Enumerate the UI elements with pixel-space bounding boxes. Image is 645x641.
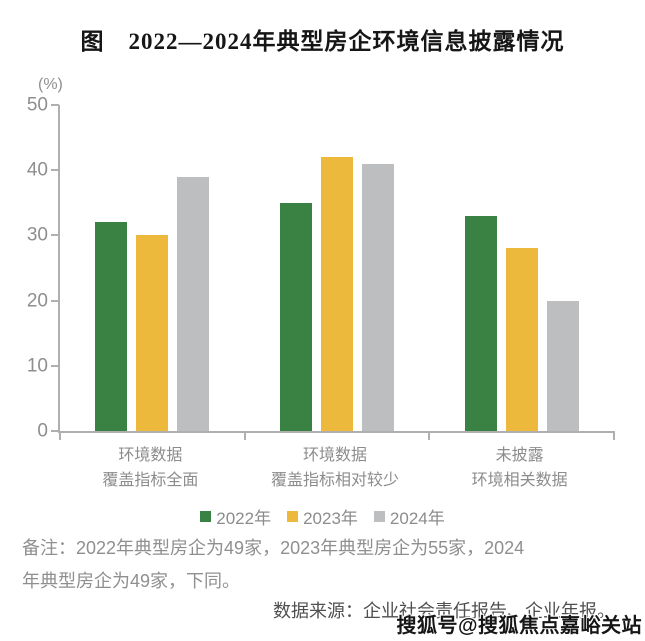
legend-item-1: 2023年 — [287, 504, 358, 529]
bar-groups — [60, 105, 614, 431]
y-axis-tick-mark — [51, 430, 59, 432]
legend: 2022年 2023年 2024年 — [0, 504, 645, 529]
y-axis-tick-label: 30 — [26, 224, 48, 246]
y-axis-tick-label: 10 — [26, 355, 48, 377]
x-axis-category-labels: 环境数据 覆盖指标全面 环境数据 覆盖指标相对较少 未披露 环境相关数据 — [58, 443, 612, 493]
legend-swatch-1 — [287, 511, 299, 522]
bar-group-2 — [429, 105, 614, 431]
x-axis-tick-mark — [243, 431, 246, 440]
y-axis-tick-mark — [51, 104, 59, 106]
chart-title: 图 2022—2024年典型房企环境信息披露情况 — [80, 29, 565, 54]
category-label-1: 环境数据 覆盖指标相对较少 — [271, 447, 400, 489]
category-label-0: 环境数据 覆盖指标全面 — [102, 447, 199, 489]
x-axis-tick-mark — [428, 431, 431, 440]
bar-group-1 — [245, 105, 430, 431]
x-axis-tick-mark — [59, 431, 61, 440]
legend-item-2: 2024年 — [373, 504, 445, 529]
plot-area: 0 10 20 30 40 50 — [27, 96, 615, 441]
bar-series0-cat1 — [280, 202, 312, 431]
bar-series2-cat2 — [546, 300, 579, 431]
legend-label-2: 2024年 — [389, 509, 445, 528]
bar-series2-cat0 — [177, 176, 210, 431]
bar-series1-cat0 — [136, 235, 169, 431]
x-axis-tick-mark — [613, 431, 615, 440]
y-axis-unit-label: (%) — [38, 76, 63, 93]
y-axis-tick-label: 50 — [26, 94, 48, 116]
bar-series2-cat1 — [362, 163, 394, 431]
y-axis-tick-label: 0 — [37, 420, 48, 442]
remark-line-1: 备注：2022年典型房企为49家，2023年典型房企为55家，2024 — [22, 538, 525, 558]
y-axis-tick-mark — [51, 169, 59, 172]
legend-label-1: 2023年 — [303, 509, 358, 528]
legend-item-0: 2022年 — [200, 504, 271, 529]
y-axis-tick-mark — [51, 234, 59, 237]
y-axis-tick-label: 20 — [26, 290, 48, 312]
legend-swatch-2 — [373, 511, 385, 522]
bar-series0-cat0 — [95, 222, 128, 431]
y-axis-tick-label: 40 — [26, 159, 48, 181]
watermark: 搜狐号@搜狐焦点嘉峪关站 — [396, 615, 642, 637]
bar-group-0 — [60, 105, 245, 431]
remark-line-2: 年典型房企为49家，下同。 — [22, 571, 241, 591]
y-axis-tick-mark — [51, 364, 59, 367]
y-axis-tick-mark — [51, 299, 59, 302]
bar-series1-cat2 — [505, 248, 538, 431]
category-label-2: 未披露 环境相关数据 — [471, 447, 568, 489]
bar-series0-cat2 — [464, 215, 497, 431]
remark-text: 备注：2022年典型房企为49家，2023年典型房企为55家，2024 年典型房… — [22, 532, 627, 598]
bar-series1-cat1 — [321, 157, 353, 431]
legend-swatch-0 — [200, 511, 212, 522]
data-source-text: 数据来源：企业社会责任报告、企业年报。 — [273, 601, 615, 621]
legend-label-0: 2022年 — [216, 509, 272, 528]
